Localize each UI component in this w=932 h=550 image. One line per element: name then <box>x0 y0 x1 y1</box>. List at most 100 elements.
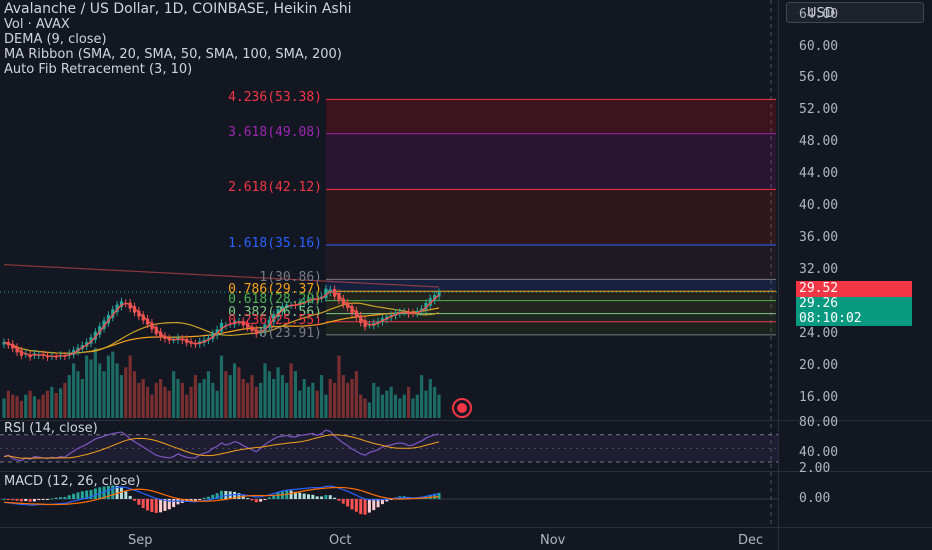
fib-level-label: 3.618(49.08) <box>228 124 322 140</box>
macd-histogram-bar <box>263 499 267 500</box>
volume-bar <box>224 371 228 418</box>
currency-button[interactable]: USD <box>786 2 924 23</box>
macd-histogram-bar <box>333 497 337 499</box>
volume-bar <box>137 382 141 418</box>
dema-legend[interactable]: DEMA (9, close) <box>4 32 107 47</box>
macd-histogram-bar <box>302 493 306 499</box>
macd-histogram-bar <box>172 499 176 508</box>
macd-histogram-bar <box>359 499 363 515</box>
macd-histogram-bar <box>341 499 345 504</box>
volume-bar <box>80 379 84 418</box>
fib-level-label: 1(30.86) <box>259 270 322 286</box>
symbol-title[interactable]: Avalanche / US Dollar, 1D, COINBASE, Hei… <box>4 1 352 17</box>
macd-histogram-bar <box>19 499 23 502</box>
candle-body <box>119 301 124 307</box>
rsi-title[interactable]: RSI (14, close) <box>4 421 98 436</box>
volume-bar <box>298 390 302 418</box>
candle-body <box>150 322 154 330</box>
macd-histogram-bar <box>106 485 110 499</box>
volume-bar <box>115 363 119 418</box>
macd-histogram-bar <box>115 485 119 499</box>
volume-bar <box>58 388 63 418</box>
macd-histogram-bar <box>376 499 380 508</box>
rsi-tick-label: 2.00 <box>799 461 831 476</box>
macd-histogram-bar <box>163 499 167 511</box>
volume-bar <box>159 379 163 418</box>
candle-body <box>428 298 432 306</box>
volume-bar <box>228 375 232 418</box>
fib-level-label: 0.618(28.20) <box>228 291 322 307</box>
volume-bar <box>163 386 167 418</box>
macd-histogram-bar <box>328 495 332 499</box>
price-tick-label: 36.00 <box>799 230 839 246</box>
volume-bar <box>411 398 415 418</box>
macd-histogram-bar <box>233 491 237 499</box>
volume-bar <box>219 355 224 418</box>
candle-body <box>128 302 132 309</box>
volume-bar <box>393 394 398 418</box>
volume-bar <box>11 394 15 418</box>
candle-body <box>159 331 163 338</box>
candle-body <box>154 326 158 335</box>
volume-bar <box>193 375 197 418</box>
fib-legend[interactable]: Auto Fib Retracement (3, 10) <box>4 62 193 77</box>
macd-histogram-bar <box>80 491 84 499</box>
ma-ribbon-legend[interactable]: MA Ribbon (SMA, 20, SMA, 50, SMA, 100, S… <box>4 47 342 62</box>
macd-histogram-bar <box>389 499 393 500</box>
macd-histogram-bar <box>128 495 132 499</box>
macd-histogram-bar <box>63 496 67 499</box>
macd-histogram-bar <box>337 499 341 501</box>
fib-zone <box>326 291 776 301</box>
time-tick-label: Oct <box>329 533 352 548</box>
volume-legend[interactable]: Vol · AVAX <box>4 17 70 32</box>
macd-histogram-bar <box>198 499 202 500</box>
macd-histogram-bar <box>372 499 376 511</box>
macd-histogram-bar <box>50 498 54 500</box>
macd-histogram-bar <box>206 496 210 499</box>
candle-body <box>211 333 215 339</box>
fib-level-label: 4.236(53.38) <box>228 90 322 106</box>
volume-bar <box>389 386 393 418</box>
volume-bar <box>315 390 319 418</box>
candle-body <box>98 326 102 335</box>
volume-bar <box>24 394 28 418</box>
macd-histogram-bar <box>320 496 324 499</box>
volume-bar <box>285 382 289 418</box>
volume-bar <box>119 375 124 418</box>
macd-histogram-bar <box>93 488 97 499</box>
volume-bar <box>167 390 171 418</box>
fib-zone <box>326 300 776 314</box>
macd-histogram-bar <box>237 493 241 499</box>
volume-bar <box>341 375 345 418</box>
macd-histogram-bar <box>150 499 154 513</box>
chart-legend: Avalanche / US Dollar, 1D, COINBASE, Hei… <box>4 1 352 78</box>
volume-bar <box>45 390 50 418</box>
fib-zone <box>326 279 776 292</box>
macd-histogram-bar <box>6 499 10 500</box>
macd-histogram-bar <box>102 486 106 499</box>
candle-body <box>272 314 276 323</box>
macd-histogram-bar <box>137 499 141 505</box>
macd-title[interactable]: MACD (12, 26, close) <box>4 474 141 489</box>
candle-body <box>2 342 6 345</box>
candle-body <box>263 324 267 333</box>
macd-histogram-bar <box>67 495 71 499</box>
volume-bar <box>246 382 250 418</box>
macd-histogram-bar <box>307 494 310 499</box>
candle-body <box>337 292 341 301</box>
volume-bar <box>424 390 428 418</box>
macd-histogram-bar <box>254 499 258 503</box>
volume-bar <box>380 394 385 418</box>
volume-bar <box>276 367 280 418</box>
volume-bar <box>437 394 441 418</box>
rsi-line <box>3 429 440 462</box>
macd-histogram-bar <box>76 492 80 499</box>
fib-level-label: 1.618(35.16) <box>228 235 322 251</box>
volume-bar <box>289 363 293 418</box>
volume-bar <box>415 394 419 418</box>
macd-histogram-bar <box>124 491 128 499</box>
volume-bar <box>372 382 376 418</box>
macd-histogram-bar <box>28 499 32 502</box>
price-tick-label: 24.00 <box>799 326 839 342</box>
